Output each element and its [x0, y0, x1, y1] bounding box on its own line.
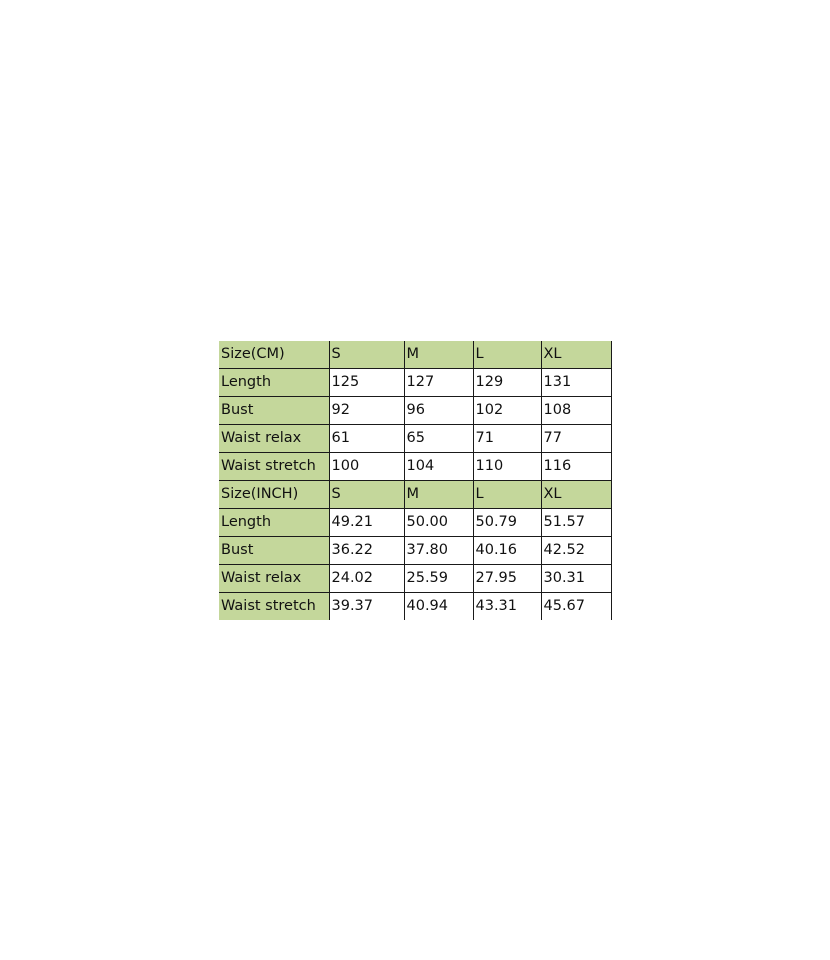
measurement-cell-m: 65 — [403, 424, 474, 453]
measurement-cell-xl: 45.67 — [540, 592, 612, 620]
measurement-cell-m: 37.80 — [403, 536, 474, 565]
measurement-cell-l: 40.16 — [472, 536, 542, 565]
header-cell-l: L — [472, 341, 542, 369]
measurement-cell-m: 104 — [403, 452, 474, 481]
measurement-cell-l: 50.79 — [472, 508, 542, 537]
row-label: Length — [219, 368, 330, 397]
measurement-cell-m: 40.94 — [403, 592, 474, 620]
header-cell-l: L — [472, 480, 542, 509]
table-row: Waist stretch 39.37 40.94 43.31 45.67 — [219, 592, 612, 620]
table-row: Length 49.21 50.00 50.79 51.57 — [219, 508, 612, 537]
measurement-cell-l: 43.31 — [472, 592, 542, 620]
measurement-cell-s: 92 — [328, 396, 405, 425]
table-row: Bust 36.22 37.80 40.16 42.52 — [219, 536, 612, 565]
row-label: Bust — [219, 536, 330, 565]
header-cell-xl: XL — [540, 341, 612, 369]
table-row: Waist stretch 100 104 110 116 — [219, 452, 612, 481]
row-label: Waist stretch — [219, 452, 330, 481]
measurement-cell-xl: 116 — [540, 452, 612, 481]
header-cell-m: M — [403, 341, 474, 369]
measurement-cell-m: 50.00 — [403, 508, 474, 537]
measurement-cell-xl: 30.31 — [540, 564, 612, 593]
table-row: Waist relax 61 65 71 77 — [219, 424, 612, 453]
measurement-cell-s: 24.02 — [328, 564, 405, 593]
measurement-cell-s: 100 — [328, 452, 405, 481]
row-label: Bust — [219, 396, 330, 425]
header-row-cm: Size(CM) S M L XL — [219, 341, 612, 369]
measurement-cell-l: 27.95 — [472, 564, 542, 593]
measurement-cell-xl: 108 — [540, 396, 612, 425]
row-label: Waist relax — [219, 424, 330, 453]
header-row-inch: Size(INCH) S M L XL — [219, 480, 612, 509]
header-cell-size: Size(CM) — [219, 341, 330, 369]
table-row: Waist relax 24.02 25.59 27.95 30.31 — [219, 564, 612, 593]
measurement-cell-xl: 131 — [540, 368, 612, 397]
header-cell-s: S — [328, 341, 405, 369]
header-cell-size: Size(INCH) — [219, 480, 330, 509]
measurement-cell-l: 129 — [472, 368, 542, 397]
table-row: Length 125 127 129 131 — [219, 368, 612, 397]
measurement-cell-s: 36.22 — [328, 536, 405, 565]
header-cell-xl: XL — [540, 480, 612, 509]
measurement-cell-s: 49.21 — [328, 508, 405, 537]
measurement-cell-m: 25.59 — [403, 564, 474, 593]
measurement-cell-xl: 51.57 — [540, 508, 612, 537]
measurement-cell-xl: 77 — [540, 424, 612, 453]
table-row: Bust 92 96 102 108 — [219, 396, 612, 425]
measurement-cell-l: 102 — [472, 396, 542, 425]
measurement-cell-xl: 42.52 — [540, 536, 612, 565]
measurement-cell-m: 127 — [403, 368, 474, 397]
measurement-cell-l: 71 — [472, 424, 542, 453]
measurement-cell-s: 125 — [328, 368, 405, 397]
header-cell-m: M — [403, 480, 474, 509]
row-label: Waist relax — [219, 564, 330, 593]
row-label: Length — [219, 508, 330, 537]
measurement-cell-l: 110 — [472, 452, 542, 481]
header-cell-s: S — [328, 480, 405, 509]
measurement-cell-m: 96 — [403, 396, 474, 425]
measurement-cell-s: 61 — [328, 424, 405, 453]
measurement-cell-s: 39.37 — [328, 592, 405, 620]
size-chart-table: Size(CM) S M L XL Length 125 127 129 131 Bust 92 96 1… — [219, 341, 612, 620]
row-label: Waist stretch — [219, 592, 330, 620]
